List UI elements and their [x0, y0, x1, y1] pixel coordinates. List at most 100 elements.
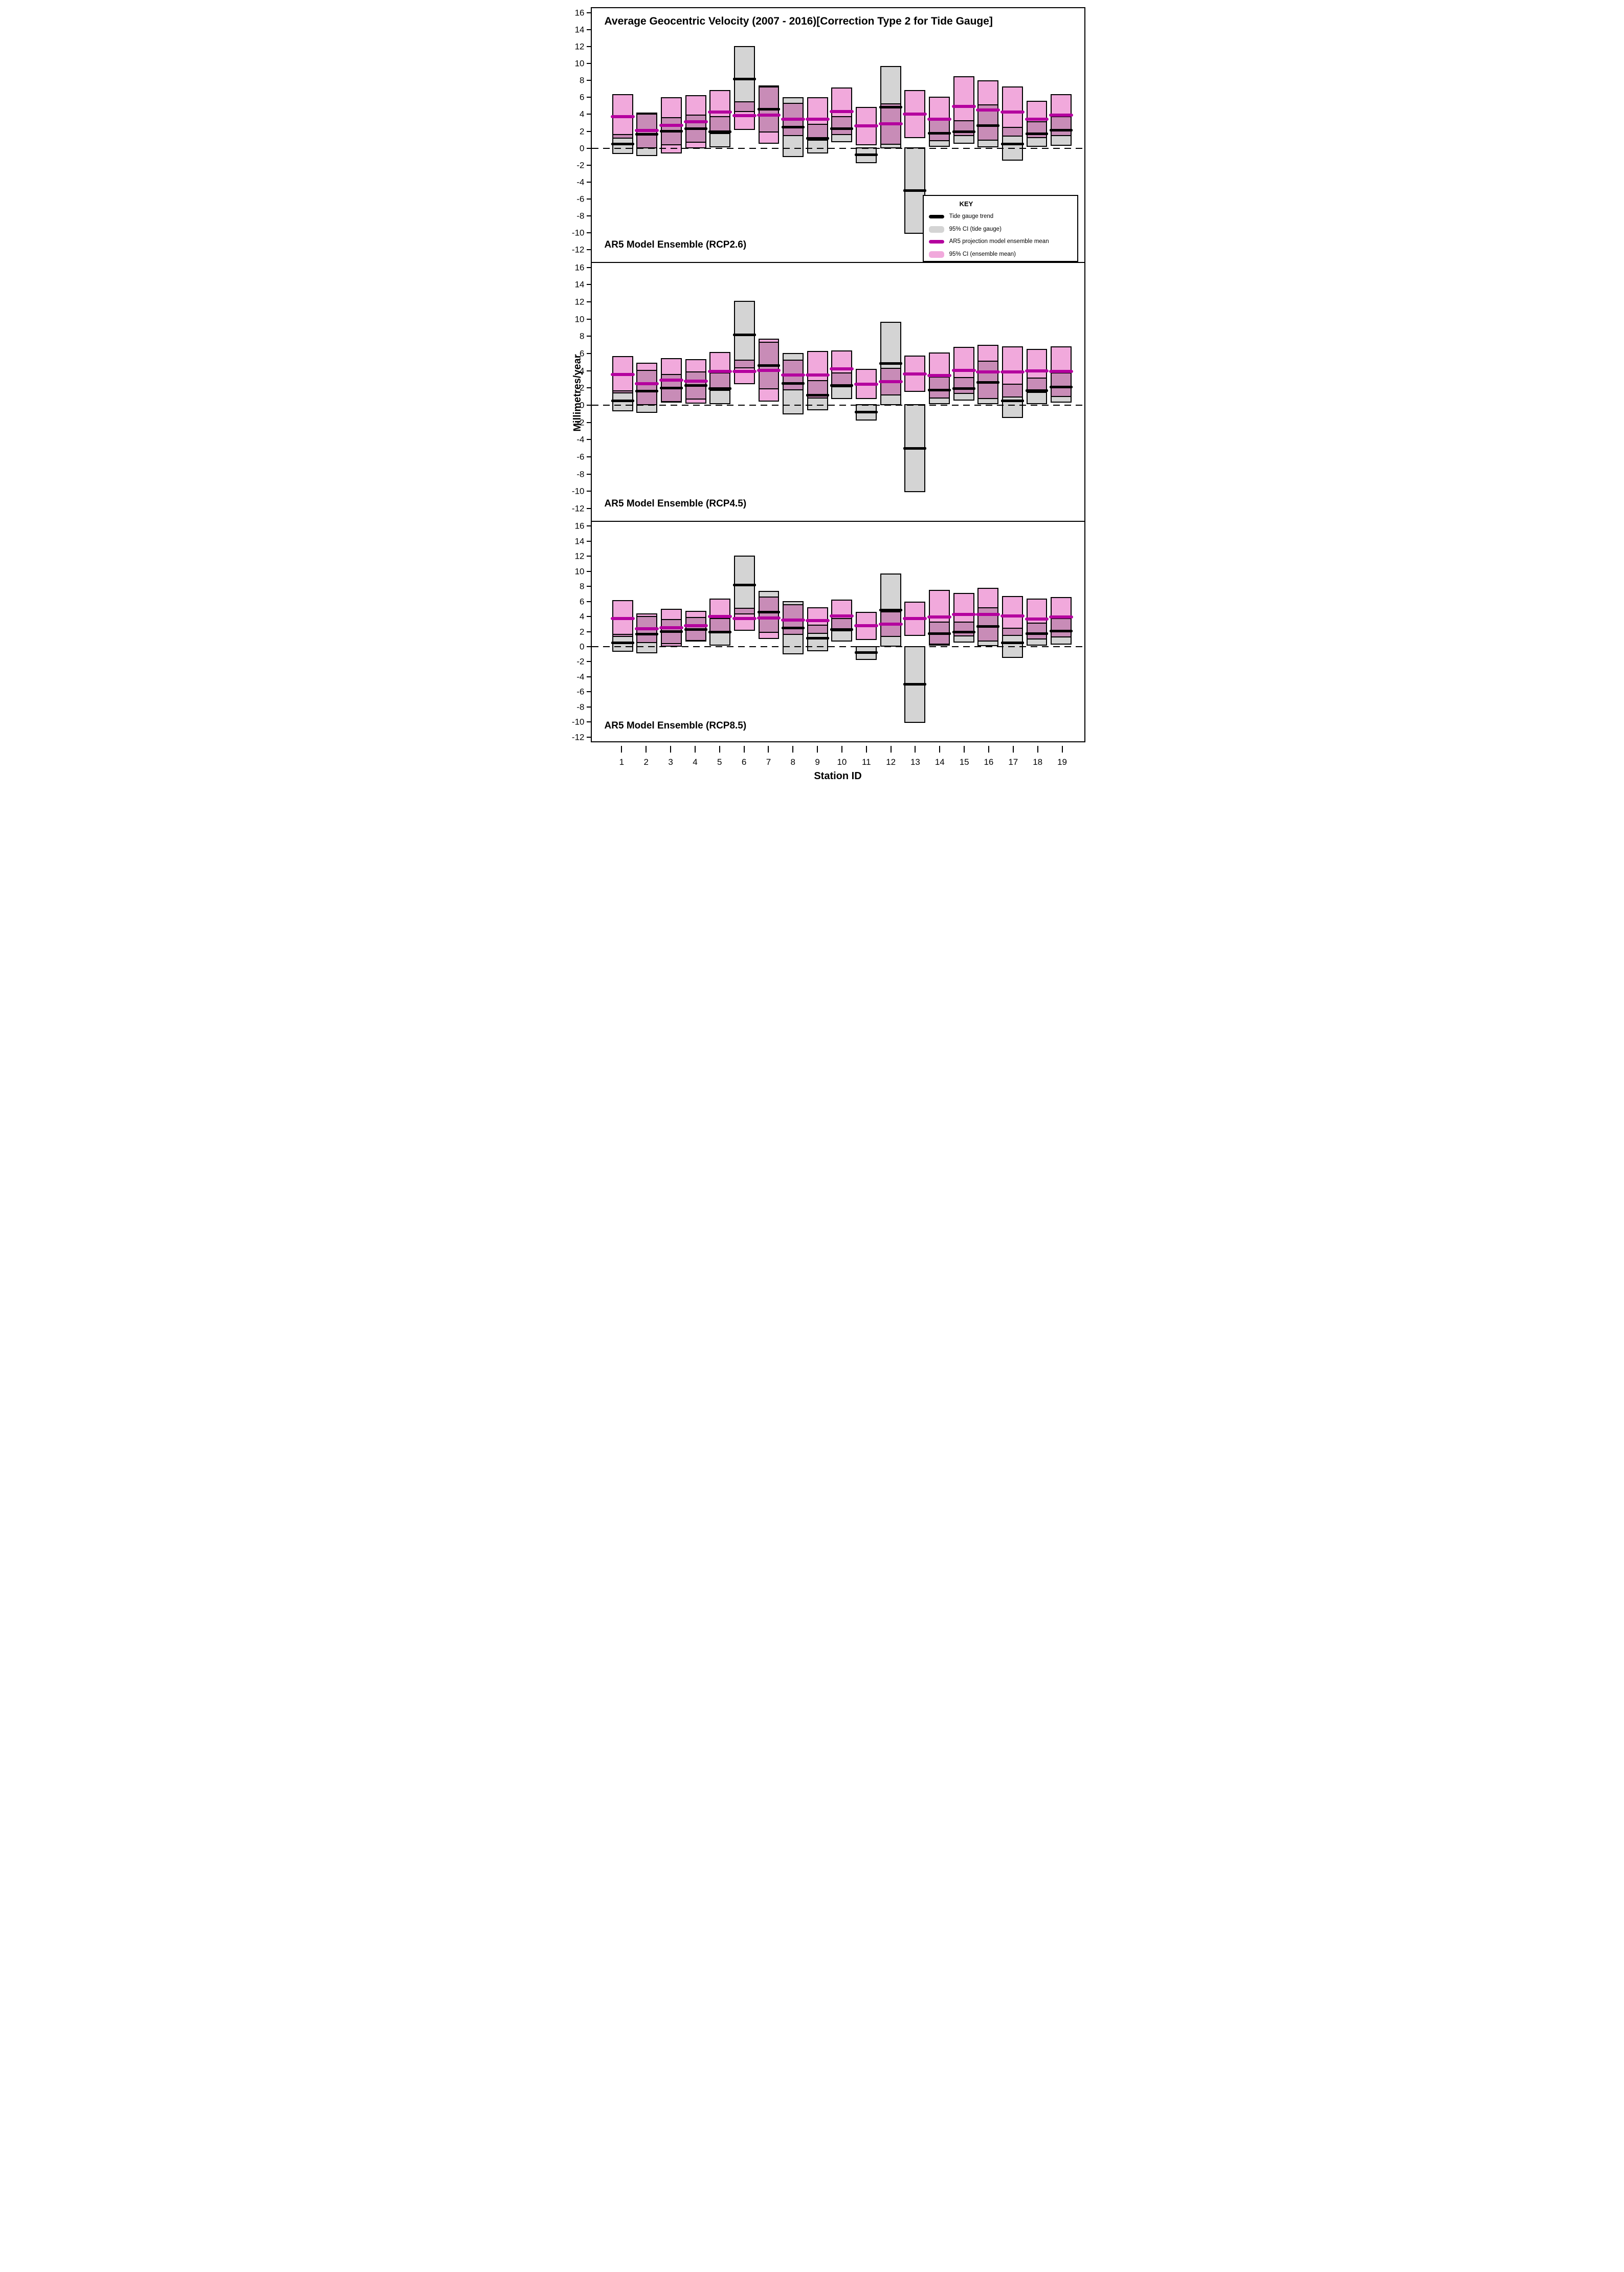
- ensemble-mean-line: [757, 114, 781, 117]
- ensemble-mean-line: [781, 373, 806, 377]
- tide-trend-line: [806, 394, 829, 397]
- tide-trend-line: [708, 630, 732, 633]
- x-tick: [915, 746, 916, 753]
- y-tick: [586, 29, 592, 31]
- tide-trend-line: [855, 651, 878, 654]
- y-tick: [586, 456, 592, 458]
- y-tick: [586, 267, 592, 268]
- y-tick-label: -6: [576, 452, 585, 462]
- tide-trend-line: [659, 130, 683, 133]
- y-tick-label: 16: [574, 262, 585, 273]
- y-tick: [586, 284, 592, 285]
- x-tick: [792, 746, 794, 753]
- tide-trend-line: [976, 124, 1000, 127]
- tide-trend-line: [855, 411, 878, 414]
- y-tick: [586, 12, 592, 14]
- zero-reference-line: [591, 646, 1084, 647]
- tide-trend-line: [903, 447, 927, 450]
- y-tick: [586, 691, 592, 693]
- ensemble-mean-line: [683, 379, 708, 383]
- y-tick: [586, 405, 592, 406]
- ensemble-mean-line: [757, 616, 781, 620]
- ensemble-mean-line: [927, 615, 951, 619]
- y-tick: [586, 387, 592, 389]
- y-tick: [586, 301, 592, 303]
- ensemble-mean-line: [1025, 369, 1049, 372]
- x-tick: [939, 746, 941, 753]
- y-tick-label: 8: [580, 75, 585, 85]
- tide-trend-line: [879, 362, 902, 365]
- y-tick: [586, 556, 592, 557]
- x-tick: [743, 746, 745, 753]
- y-tick-label: 6: [580, 348, 585, 359]
- y-tick-label: -6: [576, 194, 585, 204]
- ensemble-mean-line: [708, 369, 732, 373]
- x-tick: [621, 746, 622, 753]
- ensemble-mean-line: [927, 117, 951, 121]
- y-tick: [586, 616, 592, 617]
- y-tick-label: -12: [571, 732, 585, 742]
- x-tick-label: 10: [837, 757, 847, 767]
- tide-trend-line: [1025, 389, 1049, 392]
- y-tick-label: -12: [571, 245, 585, 255]
- panel-rcp45: 16 14 12 10 8 6 4 2 0 -2 -4 -6 -8 -10 -12 AR5 Model En…: [572, 261, 1085, 522]
- tide-trend-line: [782, 125, 805, 128]
- tide-trend-line: [1050, 129, 1073, 132]
- y-tick-label: -6: [576, 687, 585, 697]
- tide-trend-line: [732, 333, 756, 336]
- x-tick-label: 8: [790, 757, 796, 767]
- panel-label-rcp26: AR5 Model Ensemble (RCP2.6): [604, 239, 747, 250]
- tide-trend-line: [928, 132, 951, 135]
- tide-trend-line: [1050, 386, 1073, 389]
- ensemble-mean-line: [708, 615, 732, 619]
- y-tick-label: 14: [574, 25, 585, 35]
- x-tick-label: 2: [643, 757, 649, 767]
- tide-trend-line: [952, 387, 975, 390]
- x-tick: [1037, 746, 1038, 753]
- y-tick-label: 2: [580, 627, 585, 636]
- y-tick: [586, 631, 592, 632]
- y-tick-label: 4: [580, 611, 585, 622]
- legend-item-tide-trend: Tide gauge trend: [928, 213, 1072, 220]
- y-tick-label: -10: [571, 228, 585, 238]
- y-tick: [586, 601, 592, 602]
- tide-trend-line: [928, 632, 951, 635]
- x-tick-label: 4: [693, 757, 698, 767]
- tide-trend-line: [732, 583, 756, 586]
- y-tick: [586, 508, 592, 510]
- x-tick-label: 15: [959, 757, 969, 767]
- y-tick-label: 10: [574, 58, 585, 69]
- x-tick-label: 9: [815, 757, 820, 767]
- tide-trend-line: [684, 384, 707, 387]
- tide-trend-line: [928, 389, 951, 392]
- ensemble-mean-line: [854, 124, 878, 127]
- plot-rcp85: 16 14 12 10 8 6 4 2 0 -2 -4 -6 -8 -10 -12: [572, 522, 1084, 741]
- y-tick-label: -12: [571, 503, 585, 514]
- ensemble-mean-line: [927, 374, 951, 378]
- ensemble-mean-line: [854, 382, 878, 386]
- tide-trend-line: [976, 625, 1000, 628]
- y-tick-label: -10: [571, 717, 585, 727]
- ensemble-mean-line: [951, 613, 976, 616]
- ensemble-mean-line: [781, 618, 806, 622]
- y-tick: [586, 164, 592, 166]
- y-tick-label: 12: [574, 551, 585, 561]
- panel-rcp26: 16 14 12 10 8 6 4 2 0 -2 -4 -6 -8 -10 -12 Average Geoc…: [572, 7, 1085, 263]
- y-tick: [586, 336, 592, 337]
- panel-label-rcp85: AR5 Model Ensemble (RCP8.5): [604, 720, 747, 731]
- y-tick-label: 12: [574, 41, 585, 52]
- y-tick-label: -4: [576, 177, 585, 187]
- x-tick: [694, 746, 696, 753]
- tide-trend-line: [1000, 642, 1024, 645]
- ensemble-mean-line: [830, 614, 854, 617]
- panel-rcp85: 16 14 12 10 8 6 4 2 0 -2 -4 -6 -8 -10 -12 AR5 Model En…: [572, 521, 1085, 742]
- x-tick-label: 14: [935, 757, 945, 767]
- y-tick-label: 14: [574, 279, 585, 290]
- y-tick-label: -2: [576, 417, 585, 428]
- y-tick: [586, 706, 592, 708]
- y-tick: [586, 353, 592, 355]
- y-tick-label: -4: [576, 434, 585, 445]
- y-tick: [586, 540, 592, 542]
- tide-trend-line: [708, 130, 732, 133]
- y-tick: [586, 525, 592, 527]
